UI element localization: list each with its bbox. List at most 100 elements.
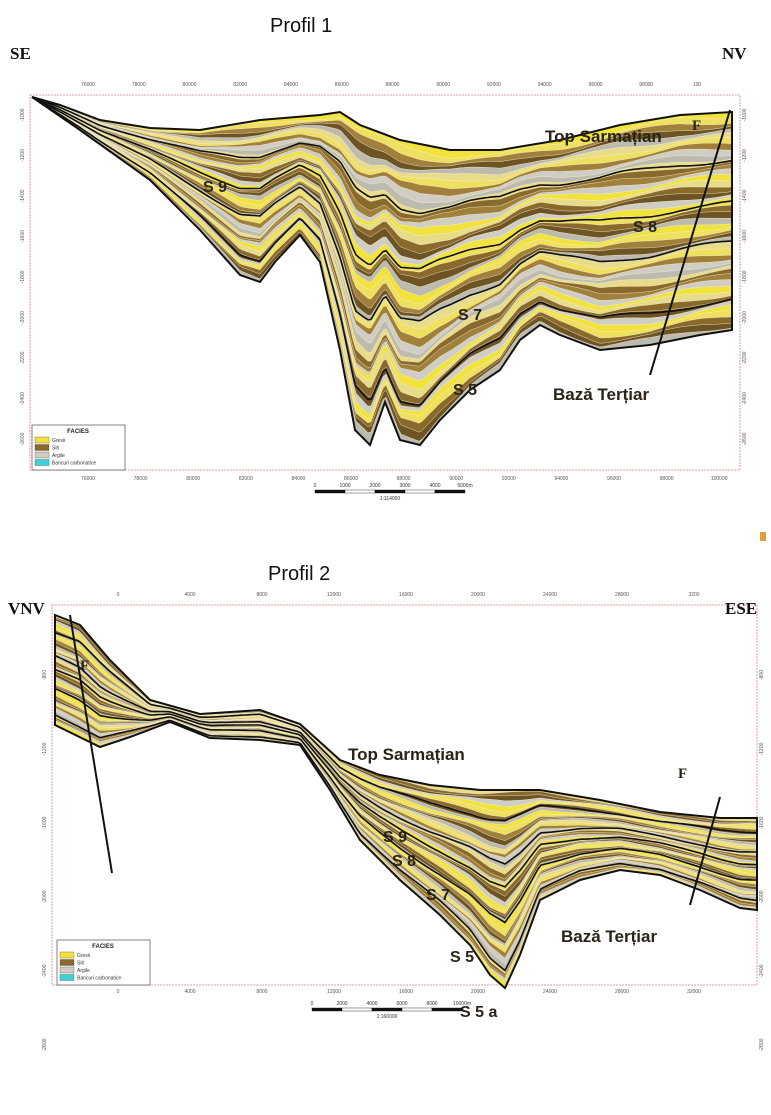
top-tick-label: 80000	[183, 82, 197, 88]
bottom-tick-label: 82000	[239, 476, 253, 482]
right-tick-label: -2200	[742, 351, 748, 364]
bottom-tick-label: 80000	[186, 476, 200, 482]
top-tick-label: 92000	[487, 82, 501, 88]
top-tick-label: 94000	[538, 82, 552, 88]
left-tick-label: -1600	[20, 230, 26, 243]
annotation: F	[678, 766, 687, 782]
bottom-tick-label: 8000	[256, 989, 267, 995]
legend-label: Argile	[52, 453, 65, 459]
bottom-tick-label: 0	[117, 989, 120, 995]
right-tick-label: -1200	[742, 149, 748, 162]
top-tick-label: 78000	[132, 82, 146, 88]
legend-swatch	[60, 967, 74, 973]
bottom-tick-label: 84000	[291, 476, 305, 482]
scale-label: 3000	[399, 483, 410, 489]
right-tick-label: -2400	[759, 964, 765, 977]
top-tick-label: 12000	[327, 592, 341, 598]
bottom-tick-label: 28000	[615, 989, 629, 995]
legend-swatch	[35, 452, 49, 458]
scale-segment	[372, 1008, 402, 1011]
annotation: F	[692, 118, 701, 134]
top-tick-label: 88000	[386, 82, 400, 88]
right-tick-label: -1800	[742, 270, 748, 283]
annotation: S 8	[392, 853, 416, 870]
direction-right: NV	[722, 44, 747, 63]
annotation: S 5	[450, 949, 474, 966]
annotation: S 8	[633, 219, 657, 236]
annotation: S 9	[383, 829, 407, 846]
bottom-tick-label: 92000	[502, 476, 516, 482]
left-tick-label: -2400	[42, 964, 48, 977]
scale-segment	[405, 490, 435, 493]
legend-swatch	[60, 952, 74, 958]
icon	[760, 532, 766, 541]
scale-label: 0	[314, 483, 317, 489]
bottom-tick-label: 76000	[81, 476, 95, 482]
profile-title: Profil 2	[268, 563, 330, 585]
scale-label: 6000	[396, 1001, 407, 1007]
left-tick-label: -1200	[42, 742, 48, 755]
right-tick-label: -2600	[742, 432, 748, 445]
top-tick-label: 24000	[543, 592, 557, 598]
top-tick-label: 90000	[436, 82, 450, 88]
bottom-tick-label: 78000	[134, 476, 148, 482]
right-tick-label: -2000	[759, 890, 765, 903]
legend-label: Silt	[77, 961, 85, 967]
top-tick-label: 96000	[589, 82, 603, 88]
bottom-tick-label: 32000	[687, 989, 701, 995]
annotation: S 7	[458, 307, 482, 324]
legend-swatch	[35, 460, 49, 466]
annotation: S 5	[453, 382, 477, 399]
annotation: Top Sarmațian	[348, 745, 465, 764]
legend-swatch	[35, 437, 49, 443]
legend-title: FACIES	[92, 944, 114, 950]
left-tick-label: -2000	[20, 311, 26, 324]
scale-segment	[435, 490, 465, 493]
scale-label: 0	[311, 1001, 314, 1007]
scale-segment	[315, 490, 345, 493]
left-tick-label: -2400	[20, 392, 26, 405]
annotation: S 7	[426, 887, 450, 904]
annotation: Bază Terțiar	[561, 927, 657, 946]
scale-segment	[342, 1008, 372, 1011]
top-tick-label: 86000	[335, 82, 349, 88]
right-tick-label: -800	[759, 670, 765, 680]
right-tick-label: -1000	[742, 108, 748, 121]
scale-ratio: 1:160000	[377, 1014, 398, 1020]
scale-label: 5000m	[457, 483, 472, 489]
bottom-tick-label: 86000	[344, 476, 358, 482]
right-tick-label: -1400	[742, 189, 748, 202]
left-tick-label: -1400	[20, 189, 26, 202]
legend-label: Argile	[77, 968, 90, 974]
legend-swatch	[60, 960, 74, 966]
top-tick-label: 4000	[184, 592, 195, 598]
top-tick-label: 3200	[688, 592, 699, 598]
left-tick-label: -2200	[20, 351, 26, 364]
scale-ratio: 1:114000	[380, 496, 401, 502]
top-tick-label: 98000	[639, 82, 653, 88]
annotation: S 9	[203, 179, 227, 196]
bottom-tick-label: 94000	[554, 476, 568, 482]
profile-title: Profil 1	[270, 15, 332, 37]
legend-label: Bancuri carbonatice	[52, 461, 96, 467]
left-tick-label: -1600	[42, 816, 48, 829]
right-tick-label: -2000	[742, 311, 748, 324]
left-tick-label: -2600	[20, 432, 26, 445]
top-tick-label: 84000	[284, 82, 298, 88]
top-tick-label: 100	[693, 82, 702, 88]
legend-label: Silt	[52, 446, 60, 452]
page: 7600078000800008200084000860008800090000…	[0, 0, 771, 1115]
scale-label: 1000	[339, 483, 350, 489]
bottom-tick-label: 100000	[711, 476, 728, 482]
scale-label: 2000	[336, 1001, 347, 1007]
legend-label: Gresii	[77, 953, 90, 959]
left-tick-label: -2800	[42, 1038, 48, 1051]
direction-left: SE	[10, 44, 31, 63]
scale-label: 4000	[429, 483, 440, 489]
bottom-tick-label: 16000	[399, 989, 413, 995]
bottom-tick-label: 88000	[397, 476, 411, 482]
scale-segment	[312, 1008, 342, 1011]
annotation: Bază Terțiar	[553, 385, 649, 404]
left-tick-label: -2000	[42, 890, 48, 903]
scale-segment	[375, 490, 405, 493]
